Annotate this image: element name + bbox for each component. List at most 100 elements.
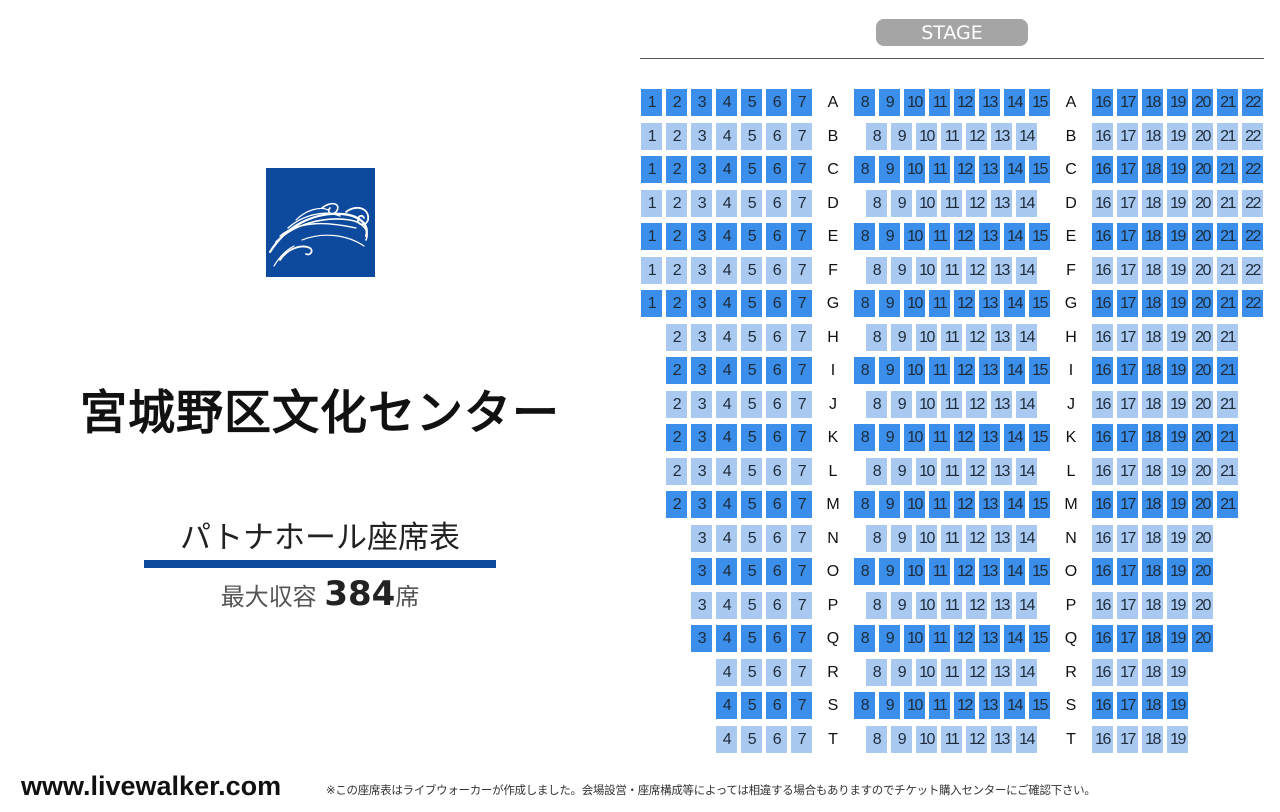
seat-O-19[interactable]: 19 <box>1166 557 1189 586</box>
seat-S-14[interactable]: 14 <box>1003 691 1026 720</box>
seat-J-21[interactable]: 21 <box>1216 389 1239 419</box>
seat-G-12[interactable]: 12 <box>953 289 976 318</box>
seat-B-4[interactable]: 4 <box>715 121 738 151</box>
seat-R-6[interactable]: 6 <box>765 657 788 687</box>
seat-D-13[interactable]: 13 <box>990 188 1013 218</box>
seat-B-8[interactable]: 8 <box>865 121 888 151</box>
seat-Q-6[interactable]: 6 <box>765 624 788 653</box>
seat-Q-9[interactable]: 9 <box>878 624 901 653</box>
seat-Q-10[interactable]: 10 <box>903 624 926 653</box>
seat-M-12[interactable]: 12 <box>953 490 976 519</box>
seat-M-16[interactable]: 16 <box>1091 490 1114 519</box>
seat-Q-4[interactable]: 4 <box>715 624 738 653</box>
seat-H-7[interactable]: 7 <box>790 322 813 352</box>
seat-H-10[interactable]: 10 <box>915 322 938 352</box>
seat-Q-7[interactable]: 7 <box>790 624 813 653</box>
seat-C-13[interactable]: 13 <box>978 155 1001 184</box>
seat-O-17[interactable]: 17 <box>1116 557 1139 586</box>
seat-L-8[interactable]: 8 <box>865 456 888 486</box>
seat-H-19[interactable]: 19 <box>1166 322 1189 352</box>
seat-M-14[interactable]: 14 <box>1003 490 1026 519</box>
seat-P-6[interactable]: 6 <box>765 590 788 620</box>
seat-P-19[interactable]: 19 <box>1166 590 1189 620</box>
seat-J-6[interactable]: 6 <box>765 389 788 419</box>
seat-A-2[interactable]: 2 <box>665 88 688 117</box>
seat-Q-3[interactable]: 3 <box>690 624 713 653</box>
seat-C-18[interactable]: 18 <box>1141 155 1164 184</box>
seat-A-19[interactable]: 19 <box>1166 88 1189 117</box>
seat-F-18[interactable]: 18 <box>1141 255 1164 285</box>
seat-N-13[interactable]: 13 <box>990 523 1013 553</box>
seat-D-7[interactable]: 7 <box>790 188 813 218</box>
seat-G-9[interactable]: 9 <box>878 289 901 318</box>
seat-J-14[interactable]: 14 <box>1015 389 1038 419</box>
seat-H-11[interactable]: 11 <box>940 322 963 352</box>
seat-M-2[interactable]: 2 <box>665 490 688 519</box>
seat-B-11[interactable]: 11 <box>940 121 963 151</box>
seat-K-3[interactable]: 3 <box>690 423 713 452</box>
seat-C-20[interactable]: 20 <box>1191 155 1214 184</box>
seat-K-4[interactable]: 4 <box>715 423 738 452</box>
seat-J-19[interactable]: 19 <box>1166 389 1189 419</box>
seat-B-18[interactable]: 18 <box>1141 121 1164 151</box>
seat-N-12[interactable]: 12 <box>965 523 988 553</box>
seat-H-16[interactable]: 16 <box>1091 322 1114 352</box>
seat-N-19[interactable]: 19 <box>1166 523 1189 553</box>
seat-P-4[interactable]: 4 <box>715 590 738 620</box>
seat-I-19[interactable]: 19 <box>1166 356 1189 385</box>
seat-P-11[interactable]: 11 <box>940 590 963 620</box>
seat-N-20[interactable]: 20 <box>1191 523 1214 553</box>
seat-M-20[interactable]: 20 <box>1191 490 1214 519</box>
seat-D-18[interactable]: 18 <box>1141 188 1164 218</box>
seat-E-6[interactable]: 6 <box>765 222 788 251</box>
seat-G-22[interactable]: 22 <box>1241 289 1264 318</box>
seat-H-20[interactable]: 20 <box>1191 322 1214 352</box>
seat-M-3[interactable]: 3 <box>690 490 713 519</box>
seat-O-12[interactable]: 12 <box>953 557 976 586</box>
seat-B-16[interactable]: 16 <box>1091 121 1114 151</box>
seat-E-16[interactable]: 16 <box>1091 222 1114 251</box>
seat-B-6[interactable]: 6 <box>765 121 788 151</box>
seat-Q-17[interactable]: 17 <box>1116 624 1139 653</box>
seat-T-5[interactable]: 5 <box>740 724 763 754</box>
seat-A-17[interactable]: 17 <box>1116 88 1139 117</box>
seat-J-20[interactable]: 20 <box>1191 389 1214 419</box>
seat-L-21[interactable]: 21 <box>1216 456 1239 486</box>
seat-B-9[interactable]: 9 <box>890 121 913 151</box>
seat-D-10[interactable]: 10 <box>915 188 938 218</box>
seat-M-6[interactable]: 6 <box>765 490 788 519</box>
seat-H-9[interactable]: 9 <box>890 322 913 352</box>
seat-T-7[interactable]: 7 <box>790 724 813 754</box>
seat-B-2[interactable]: 2 <box>665 121 688 151</box>
seat-I-20[interactable]: 20 <box>1191 356 1214 385</box>
seat-D-1[interactable]: 1 <box>640 188 663 218</box>
seat-A-8[interactable]: 8 <box>853 88 876 117</box>
seat-S-12[interactable]: 12 <box>953 691 976 720</box>
seat-D-17[interactable]: 17 <box>1116 188 1139 218</box>
seat-C-15[interactable]: 15 <box>1028 155 1051 184</box>
seat-M-5[interactable]: 5 <box>740 490 763 519</box>
seat-F-21[interactable]: 21 <box>1216 255 1239 285</box>
seat-K-14[interactable]: 14 <box>1003 423 1026 452</box>
seat-S-9[interactable]: 9 <box>878 691 901 720</box>
seat-D-14[interactable]: 14 <box>1015 188 1038 218</box>
seat-S-7[interactable]: 7 <box>790 691 813 720</box>
seat-J-12[interactable]: 12 <box>965 389 988 419</box>
seat-O-10[interactable]: 10 <box>903 557 926 586</box>
seat-L-11[interactable]: 11 <box>940 456 963 486</box>
seat-D-20[interactable]: 20 <box>1191 188 1214 218</box>
seat-L-17[interactable]: 17 <box>1116 456 1139 486</box>
seat-P-13[interactable]: 13 <box>990 590 1013 620</box>
seat-N-8[interactable]: 8 <box>865 523 888 553</box>
seat-N-18[interactable]: 18 <box>1141 523 1164 553</box>
seat-F-4[interactable]: 4 <box>715 255 738 285</box>
seat-O-6[interactable]: 6 <box>765 557 788 586</box>
seat-I-21[interactable]: 21 <box>1216 356 1239 385</box>
seat-A-13[interactable]: 13 <box>978 88 1001 117</box>
seat-G-17[interactable]: 17 <box>1116 289 1139 318</box>
seat-C-4[interactable]: 4 <box>715 155 738 184</box>
seat-J-9[interactable]: 9 <box>890 389 913 419</box>
seat-D-19[interactable]: 19 <box>1166 188 1189 218</box>
seat-K-2[interactable]: 2 <box>665 423 688 452</box>
seat-K-18[interactable]: 18 <box>1141 423 1164 452</box>
